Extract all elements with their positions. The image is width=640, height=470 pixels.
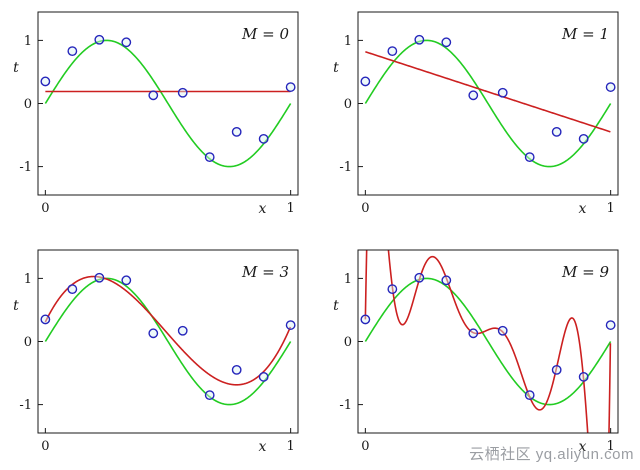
x-axis-label: x: [578, 439, 586, 455]
data-point: [177, 87, 188, 98]
data-point: [177, 325, 188, 336]
panel-order-label: M = 0: [241, 25, 289, 43]
data-point: [40, 314, 51, 325]
y-tick-label: 0: [344, 335, 352, 350]
data-point: [204, 152, 215, 163]
y-axis-label: t: [333, 60, 339, 76]
reference-sine-curve: [44, 39, 292, 168]
polynomial-fit-curve: [364, 50, 611, 133]
data-point: [387, 284, 398, 295]
data-point: [258, 371, 269, 382]
reference-sine-curve: [364, 39, 612, 168]
data-point: [605, 320, 616, 330]
x-tick-label: 1: [607, 201, 615, 216]
data-point: [285, 320, 296, 330]
data-point: [497, 325, 508, 336]
data-point: [468, 90, 479, 101]
x-tick-label: 1: [607, 439, 615, 454]
y-axis-label: t: [333, 298, 339, 314]
y-axis-label: t: [13, 298, 19, 314]
y-tick-label: -1: [19, 160, 32, 175]
data-point: [94, 34, 105, 45]
data-point: [468, 328, 479, 339]
data-point: [121, 275, 132, 286]
y-tick-label: 0: [24, 97, 32, 112]
data-point: [360, 314, 371, 325]
y-tick-label: 1: [344, 272, 352, 287]
data-point: [148, 328, 159, 339]
y-tick-label: -1: [19, 398, 32, 413]
y-axis-label: t: [13, 60, 19, 76]
x-tick-label: 1: [287, 439, 295, 454]
data-point: [258, 133, 269, 144]
data-point: [204, 390, 215, 401]
data-point: [605, 82, 616, 92]
plot-panel-m0: -1 0 1 0 1 t x M = 0: [2, 2, 310, 228]
y-tick-label: -1: [339, 160, 352, 175]
data-point: [551, 126, 562, 137]
panel-order-label: M = 1: [561, 25, 609, 43]
x-axis-label: x: [258, 439, 266, 455]
data-point: [414, 34, 425, 45]
data-point: [387, 46, 398, 57]
reference-sine-curve: [44, 277, 292, 406]
data-point: [524, 152, 535, 163]
polynomial-fit-curve: [44, 275, 292, 386]
data-point: [94, 272, 105, 283]
data-point: [40, 76, 51, 87]
data-point: [67, 46, 78, 57]
plot-panel-m1: -1 0 1 0 1 t x M = 1: [322, 2, 630, 228]
x-tick-label: 0: [361, 201, 369, 216]
data-point: [67, 284, 78, 295]
data-point: [551, 364, 562, 375]
x-axis-label: x: [578, 201, 586, 217]
data-point: [148, 90, 159, 101]
data-point: [121, 37, 132, 48]
plot-panel-m3: -1 0 1 0 1 t x M = 3: [2, 240, 310, 466]
watermark: 云栖社区 yq.aliyun.com: [469, 443, 634, 464]
x-tick-label: 0: [361, 439, 369, 454]
panel-order-label: M = 3: [241, 263, 289, 281]
x-tick-label: 1: [287, 201, 295, 216]
x-tick-label: 0: [41, 201, 49, 216]
x-tick-label: 0: [41, 439, 49, 454]
polynomial-fit-curve: [364, 250, 612, 433]
y-tick-label: 1: [24, 272, 32, 287]
data-point: [360, 76, 371, 87]
data-point: [578, 371, 589, 382]
panel-order-label: M = 9: [561, 263, 609, 281]
data-point: [497, 87, 508, 98]
data-point: [414, 272, 425, 283]
y-tick-label: 1: [24, 34, 32, 49]
watermark-text: 云栖社区 yq.aliyun.com: [469, 446, 634, 463]
data-point: [441, 275, 452, 286]
y-tick-label: 0: [344, 97, 352, 112]
plot-panel-m9: -1 0 1 0 1 t x M = 9: [322, 240, 630, 466]
reference-sine-curve: [364, 277, 612, 406]
data-point: [524, 390, 535, 401]
y-tick-label: 1: [344, 34, 352, 49]
y-tick-label: 0: [24, 335, 32, 350]
data-point: [578, 133, 589, 144]
data-point: [285, 82, 296, 92]
data-point: [231, 364, 242, 375]
y-tick-label: -1: [339, 398, 352, 413]
x-axis-label: x: [258, 201, 266, 217]
data-point: [441, 37, 452, 48]
data-point: [231, 126, 242, 137]
